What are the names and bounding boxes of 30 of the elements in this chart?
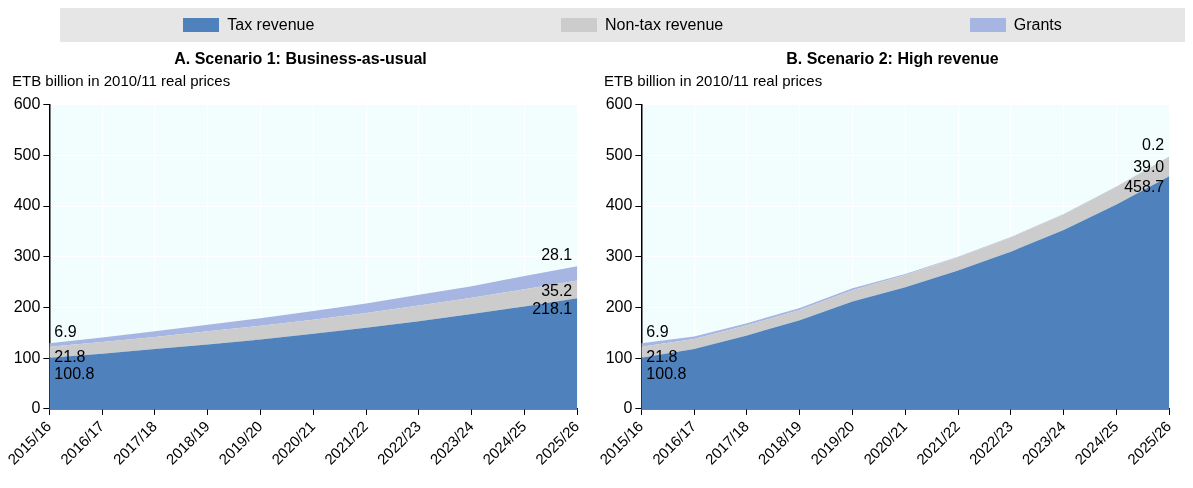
data-label: 218.1 <box>532 299 573 317</box>
data-label: 100.8 <box>54 365 95 383</box>
y-tick-label: 500 <box>605 145 633 163</box>
y-tick-label: 100 <box>13 348 41 366</box>
y-tick-label: 100 <box>605 348 633 366</box>
data-label: 35.2 <box>541 281 573 299</box>
data-label: 28.1 <box>541 245 573 263</box>
y-tick-label: 300 <box>605 247 633 265</box>
data-label: 0.2 <box>1142 135 1165 153</box>
chart-title: B. Scenario 2: High revenue <box>785 50 1000 69</box>
y-tick-label: 300 <box>13 247 41 265</box>
legend-label: Tax revenue <box>227 16 315 34</box>
y-tick-label: 400 <box>13 196 41 214</box>
legend-label: Grants <box>1013 16 1062 34</box>
y-tick-label: 500 <box>13 145 41 163</box>
y-tick-label: 200 <box>605 297 633 315</box>
y-tick-label: 0 <box>623 399 633 417</box>
y-tick-label: 600 <box>605 95 633 113</box>
data-label: 39.0 <box>1133 157 1165 175</box>
y-tick-label: 200 <box>13 297 41 315</box>
y-axis-title: ETB billion in 2010/11 real prices <box>603 72 824 91</box>
y-tick-label: 400 <box>605 196 633 214</box>
y-axis-title: ETB billion in 2010/11 real prices <box>11 72 232 91</box>
data-label: 6.9 <box>646 322 669 340</box>
chart-title: A. Scenario 1: Business-as-usual <box>173 50 428 69</box>
y-tick-label: 0 <box>31 399 41 417</box>
legend-label: Non-tax revenue <box>604 16 724 34</box>
y-tick-label: 600 <box>13 95 41 113</box>
data-label: 6.9 <box>54 322 77 340</box>
data-label: 100.8 <box>646 365 687 383</box>
